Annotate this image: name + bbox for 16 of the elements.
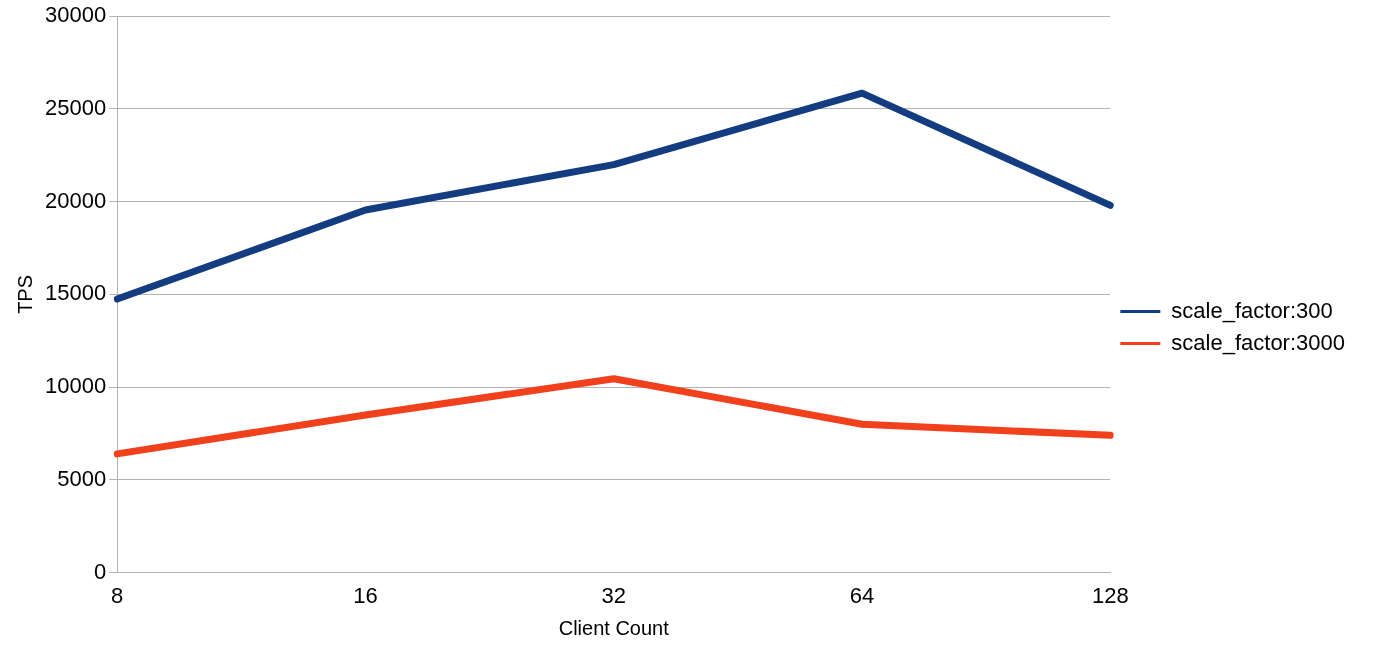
legend-label: scale_factor:3000 xyxy=(1171,329,1345,355)
x-axis-title: Client Count xyxy=(558,616,670,639)
y-tick-label: 20000 xyxy=(44,187,107,213)
y-tick-label: 25000 xyxy=(44,95,107,120)
y-tick-label: 30000 xyxy=(44,2,107,28)
x-tick-label: 128 xyxy=(1091,582,1129,608)
x-tick-label: 64 xyxy=(849,582,875,608)
y-tick-label: 0 xyxy=(93,558,107,584)
y-tick-label: 15000 xyxy=(44,280,107,306)
y-tick-label: 5000 xyxy=(57,465,107,491)
x-tick-label: 16 xyxy=(353,582,378,608)
y-tick-label: 10000 xyxy=(44,373,107,399)
legend-label: scale_factor:300 xyxy=(1171,297,1333,323)
x-tick-label: 32 xyxy=(601,582,626,608)
y-axis-title: TPS xyxy=(13,274,36,314)
x-tick-label: 8 xyxy=(111,582,124,608)
